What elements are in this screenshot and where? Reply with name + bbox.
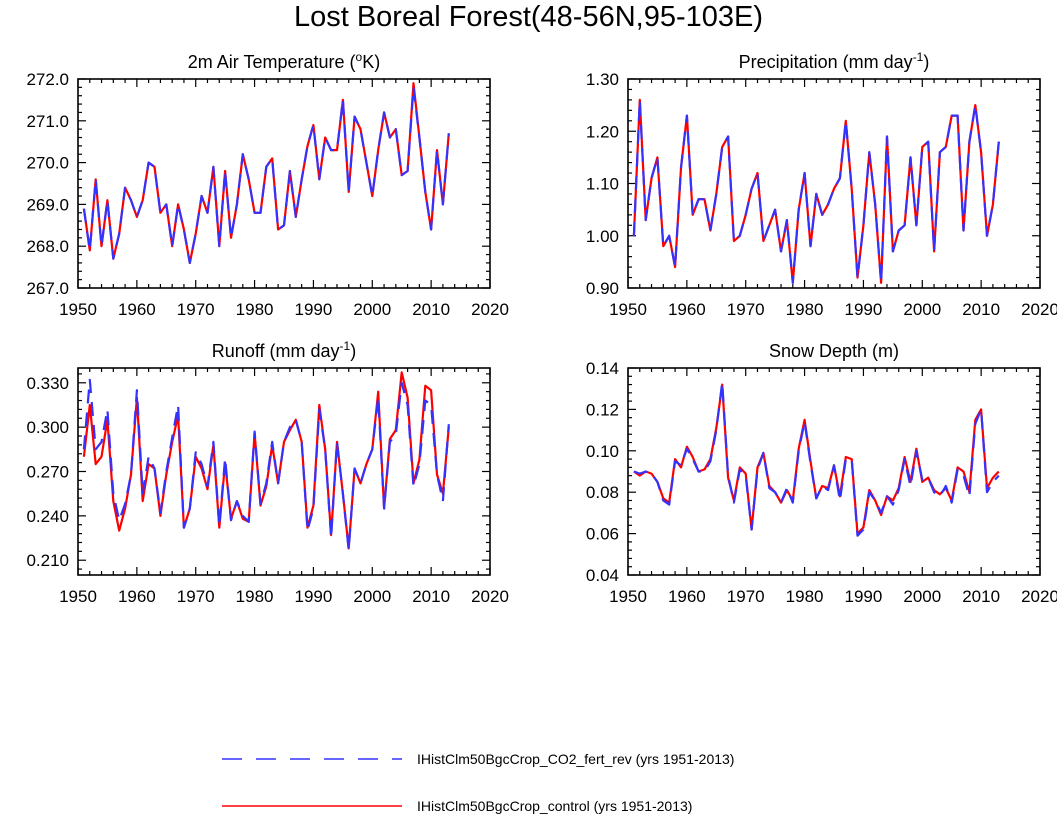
panel-title-superscript: -1	[340, 339, 351, 353]
y-tick-label: 271.0	[26, 112, 69, 131]
x-tick-label: 2000	[903, 587, 941, 606]
x-tick-label: 2000	[353, 300, 391, 319]
x-tick-label: 1960	[668, 300, 706, 319]
y-tick-label: 0.10	[586, 442, 619, 461]
panel-title-text: 2m Air Temperature (	[188, 52, 356, 72]
y-tick-label: 267.0	[26, 279, 69, 298]
y-tick-label: 0.04	[586, 566, 619, 585]
y-tick-label: 272.0	[26, 70, 69, 89]
y-tick-label: 1.20	[586, 122, 619, 141]
x-tick-label: 2010	[962, 300, 1000, 319]
panel-title-suffix: )	[923, 52, 929, 72]
x-tick-label: 1950	[609, 300, 647, 319]
y-tick-label: 269.0	[26, 195, 69, 214]
y-tick-label: 0.300	[26, 418, 69, 437]
x-tick-label: 2010	[962, 587, 1000, 606]
x-tick-label: 1980	[236, 587, 274, 606]
series-line-fert	[632, 98, 1000, 284]
panel-title: Snow Depth (m)	[769, 341, 899, 361]
y-tick-label: 0.270	[26, 463, 69, 482]
panel-title-suffix: )	[350, 341, 356, 361]
x-tick-label: 1990	[845, 587, 883, 606]
x-tick-label: 1980	[786, 300, 824, 319]
x-tick-label: 1950	[59, 587, 97, 606]
x-tick-label: 1980	[236, 300, 274, 319]
x-tick-label: 1970	[727, 587, 765, 606]
x-tick-label: 1990	[845, 300, 883, 319]
series-line-fert	[633, 381, 1000, 537]
series-line-control	[633, 383, 1000, 535]
plot-frame	[627, 367, 1041, 576]
x-tick-label: 1970	[177, 587, 215, 606]
legend-label: IHistClm50BgcCrop_CO2_fert_rev (yrs 1951…	[417, 751, 734, 767]
y-tick-label: 270.0	[26, 154, 69, 173]
plot-frame	[77, 367, 491, 576]
panel-title: 2m Air Temperature (oK)	[188, 50, 380, 72]
x-tick-label: 1960	[118, 587, 156, 606]
y-tick-label: 1.10	[586, 175, 619, 194]
panel-title-text: Snow Depth (m)	[769, 341, 899, 361]
x-tick-label: 2020	[1021, 300, 1057, 319]
y-tick-label: 0.08	[586, 483, 619, 502]
panel-3: Runoff (mm day-1) 1950 1960 1970 1980 1990 200…	[26, 339, 508, 606]
y-tick-label: 0.330	[26, 374, 69, 393]
panel-title-suffix: K)	[362, 52, 380, 72]
legend-label: IHistClm50BgcCrop_control (yrs 1951-2013…	[417, 798, 692, 814]
x-tick-label: 2000	[903, 300, 941, 319]
y-tick-label: 1.30	[586, 70, 619, 89]
x-tick-label: 2010	[412, 300, 450, 319]
panel-1: 2m Air Temperature (oK) 1950 1960 1970 1980 1…	[26, 50, 508, 319]
y-tick-label: 0.06	[586, 525, 619, 544]
x-tick-label: 1990	[295, 300, 333, 319]
series-line-control	[632, 98, 1000, 284]
x-tick-label: 2020	[471, 587, 509, 606]
y-tick-label: 1.00	[586, 227, 619, 246]
x-tick-label: 1980	[786, 587, 824, 606]
panel-title-text: Runoff (mm day	[212, 341, 340, 361]
y-tick-label: 268.0	[26, 237, 69, 256]
series-line-fert	[82, 378, 450, 552]
panel-title-superscript: o	[356, 50, 363, 64]
x-tick-label: 1960	[118, 300, 156, 319]
x-tick-label: 1950	[59, 300, 97, 319]
panel-title: Runoff (mm day-1)	[212, 339, 356, 361]
series-line-fert	[82, 86, 450, 264]
panel-2: Precipitation (mm day-1) 1950 1960 1970 1980…	[586, 50, 1057, 319]
series-line-control	[82, 371, 450, 550]
x-tick-label: 2020	[1021, 587, 1057, 606]
legend: IHistClm50BgcCrop_CO2_fert_rev (yrs 1951…	[222, 751, 734, 814]
x-tick-label: 1970	[727, 300, 765, 319]
y-tick-label: 0.90	[586, 279, 619, 298]
panel-4: Snow Depth (m) 1950 1960 1970 1980 1990 2000 20…	[586, 341, 1057, 606]
x-tick-label: 1960	[668, 587, 706, 606]
panel-title-text: Precipitation (mm day	[739, 52, 913, 72]
y-tick-label: 0.14	[586, 359, 619, 378]
x-tick-label: 1990	[295, 587, 333, 606]
x-tick-label: 2010	[412, 587, 450, 606]
x-tick-label: 1970	[177, 300, 215, 319]
panel-title: Precipitation (mm day-1)	[739, 50, 930, 72]
panel-title-superscript: -1	[913, 50, 924, 64]
x-tick-label: 2020	[471, 300, 509, 319]
y-tick-label: 0.240	[26, 507, 69, 526]
y-tick-label: 0.210	[26, 551, 69, 570]
figure-title: Lost Boreal Forest(48-56N,95-103E)	[293, 1, 764, 33]
y-tick-label: 0.12	[586, 400, 619, 419]
x-tick-label: 1950	[609, 587, 647, 606]
x-tick-label: 2000	[353, 587, 391, 606]
plot-frame	[77, 78, 491, 289]
